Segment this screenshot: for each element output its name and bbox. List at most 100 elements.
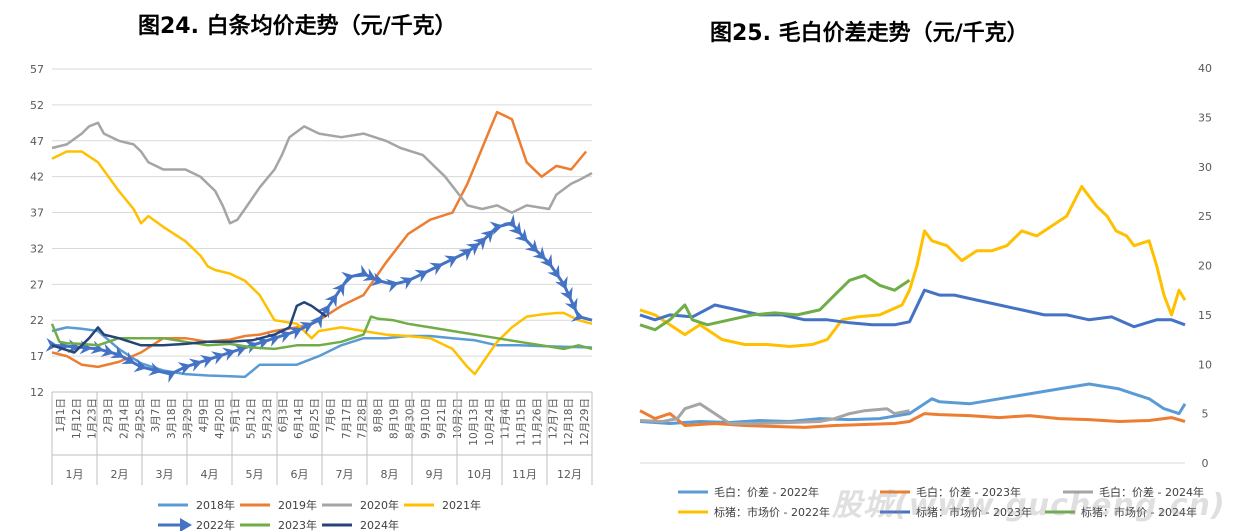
legend-label: 2018年 xyxy=(196,498,235,512)
watermark: 股城(www.gucheng.cn) xyxy=(832,488,1226,523)
series-line xyxy=(639,382,1187,425)
chart-title-left: 图24. 白条均价走势（元/千克） xyxy=(138,14,457,39)
series-2022-arrow-mark xyxy=(429,262,444,276)
series-line-2024 xyxy=(51,301,328,354)
series-2022-arrow-mark xyxy=(570,308,585,322)
series-2022-arrow-mark xyxy=(547,264,560,279)
series-2022-arrow-mark xyxy=(45,337,58,352)
x-tick-label: 5月1日 xyxy=(230,398,242,432)
series-line xyxy=(639,273,911,332)
series-2022-arrow-mark xyxy=(341,271,355,286)
legend-label: 毛白：价差 - 2023年 xyxy=(916,485,1021,499)
x-tick-label: 1月1日 xyxy=(55,398,67,432)
x-tick-label: 10月13日 xyxy=(468,398,480,446)
x-tick-label: 12月18日 xyxy=(563,398,575,446)
y-tick-label: 27 xyxy=(30,278,44,291)
legend-label: 毛白：价差 - 2024年 xyxy=(1099,485,1204,499)
legend-label: 毛白：价差 - 2022年 xyxy=(714,485,819,499)
series-line-2018 xyxy=(51,326,593,379)
series-2022-arrow-mark xyxy=(370,272,385,287)
series-2022-arrow-mark xyxy=(121,351,136,365)
month-label: 4月 xyxy=(201,468,219,481)
series-2022-arrow-mark xyxy=(465,243,480,256)
x-tick-label: 10月2日 xyxy=(452,398,464,439)
x-tick-label: 9月21日 xyxy=(436,398,448,439)
x-tick-label: 12月29日 xyxy=(579,398,591,446)
legend-label: 2023年 xyxy=(278,518,317,531)
legend-label: 2022年 xyxy=(196,518,235,531)
legend-label: 2021年 xyxy=(442,498,481,512)
x-tick-label: 11月26日 xyxy=(531,398,543,446)
x-tick-label: 9月10日 xyxy=(420,398,432,439)
month-label: 6月 xyxy=(291,468,309,481)
chart-panel-right: 图25. 毛白价差走势（元/千克） 40 35 30 25 20 15 10 5 0 毛白：价差 … xyxy=(610,0,1236,531)
series-2022-arrow-mark xyxy=(362,268,377,281)
legend-label: 2019年 xyxy=(278,498,317,512)
series-line-2019 xyxy=(51,110,588,369)
x-tick-label: 11月4日 xyxy=(500,398,512,439)
x-tick-label: 6月14日 xyxy=(293,398,305,439)
series-line-2021 xyxy=(51,150,593,376)
y-tick-label: 5 xyxy=(1202,408,1209,421)
series-2022-arrow-mark xyxy=(309,315,323,330)
series-2022-arrow-mark xyxy=(100,343,115,357)
chart-25-svg: 40 35 30 25 20 15 10 5 0 毛白：价差 - 2022年 毛白：价差 - 202… xyxy=(639,62,1212,519)
x-tick-label: 2月25日 xyxy=(134,398,146,439)
series-line xyxy=(639,185,1187,348)
x-tick-label: 11月15日 xyxy=(516,398,528,446)
series-2022-arrow-mark xyxy=(199,354,214,369)
series-2022-arrow-mark xyxy=(444,255,458,269)
y-tick-label: 15 xyxy=(1198,309,1212,322)
x-tick-label: 10月24日 xyxy=(484,398,496,446)
series-2022-arrow-mark xyxy=(514,228,528,243)
series-2022-arrow-mark xyxy=(332,282,345,297)
series-2022-arrow-mark xyxy=(532,246,546,260)
x-tick-label: 2月3日 xyxy=(103,398,115,432)
x-tick-label: 1月23日 xyxy=(87,398,99,439)
series-line xyxy=(639,409,1186,429)
series-2022-arrow-mark xyxy=(502,214,516,228)
y-tick-label: 47 xyxy=(30,135,44,148)
legend-label: 标猪：市场价 - 2022年 xyxy=(714,505,830,519)
x-tick-label: 4月20日 xyxy=(214,398,226,439)
y-tick-label: 30 xyxy=(1198,161,1212,174)
series-line-2023 xyxy=(50,315,593,351)
series-2022-arrow-mark xyxy=(524,239,539,253)
series-2022-arrow-mark xyxy=(559,286,573,301)
series-line-2022 xyxy=(51,221,593,376)
month-label: 12月 xyxy=(557,468,582,481)
y-tick-label: 20 xyxy=(1198,260,1212,273)
series-2022-arrow-mark xyxy=(233,344,247,358)
series-2022-arrow-mark xyxy=(554,275,568,290)
x-tick-label: 4月9日 xyxy=(198,398,210,432)
x-tick-label: 7月17日 xyxy=(341,398,353,439)
series-2022-arrow-mark xyxy=(473,237,487,251)
month-label: 11月 xyxy=(512,468,537,481)
y-tick-label: 52 xyxy=(30,99,44,112)
y-tick-label: 40 xyxy=(1198,62,1212,75)
series-2022-arrow-mark xyxy=(355,264,369,278)
y-tick-label: 17 xyxy=(30,350,44,363)
series-2022-arrow-mark xyxy=(385,278,400,293)
chart-panel-left: 图24. 白条均价走势（元/千克） 57 52 47 42 37 32 27 22 17 12 1月… xyxy=(0,0,610,531)
series-2022-arrow-mark xyxy=(177,362,192,376)
series-2022-arrow-mark xyxy=(539,253,553,268)
series-2022-arrow-mark xyxy=(255,336,270,351)
y-tick-label: 10 xyxy=(1198,358,1212,371)
series-2022-arrow-mark xyxy=(148,362,162,376)
series-2022-arrow-mark xyxy=(458,248,473,262)
y-tick-label: 12 xyxy=(30,386,44,399)
x-tick-label: 2月14日 xyxy=(118,398,130,439)
chart-title-right: 图25. 毛白价差走势（元/千克） xyxy=(710,21,1029,46)
series-line xyxy=(639,288,1186,329)
x-tick-label: 5月12日 xyxy=(246,398,258,439)
y-tick-label: 35 xyxy=(1198,111,1212,124)
series-line xyxy=(639,402,910,425)
y-tick-label: 57 xyxy=(30,63,44,76)
x-tick-label: 12月7日 xyxy=(547,398,559,439)
series-2022-arrow-mark xyxy=(324,293,338,308)
series-2022-arrow-mark xyxy=(489,221,503,236)
legend-label: 2024年 xyxy=(360,518,399,531)
series-2022-arrow-mark xyxy=(266,333,281,347)
